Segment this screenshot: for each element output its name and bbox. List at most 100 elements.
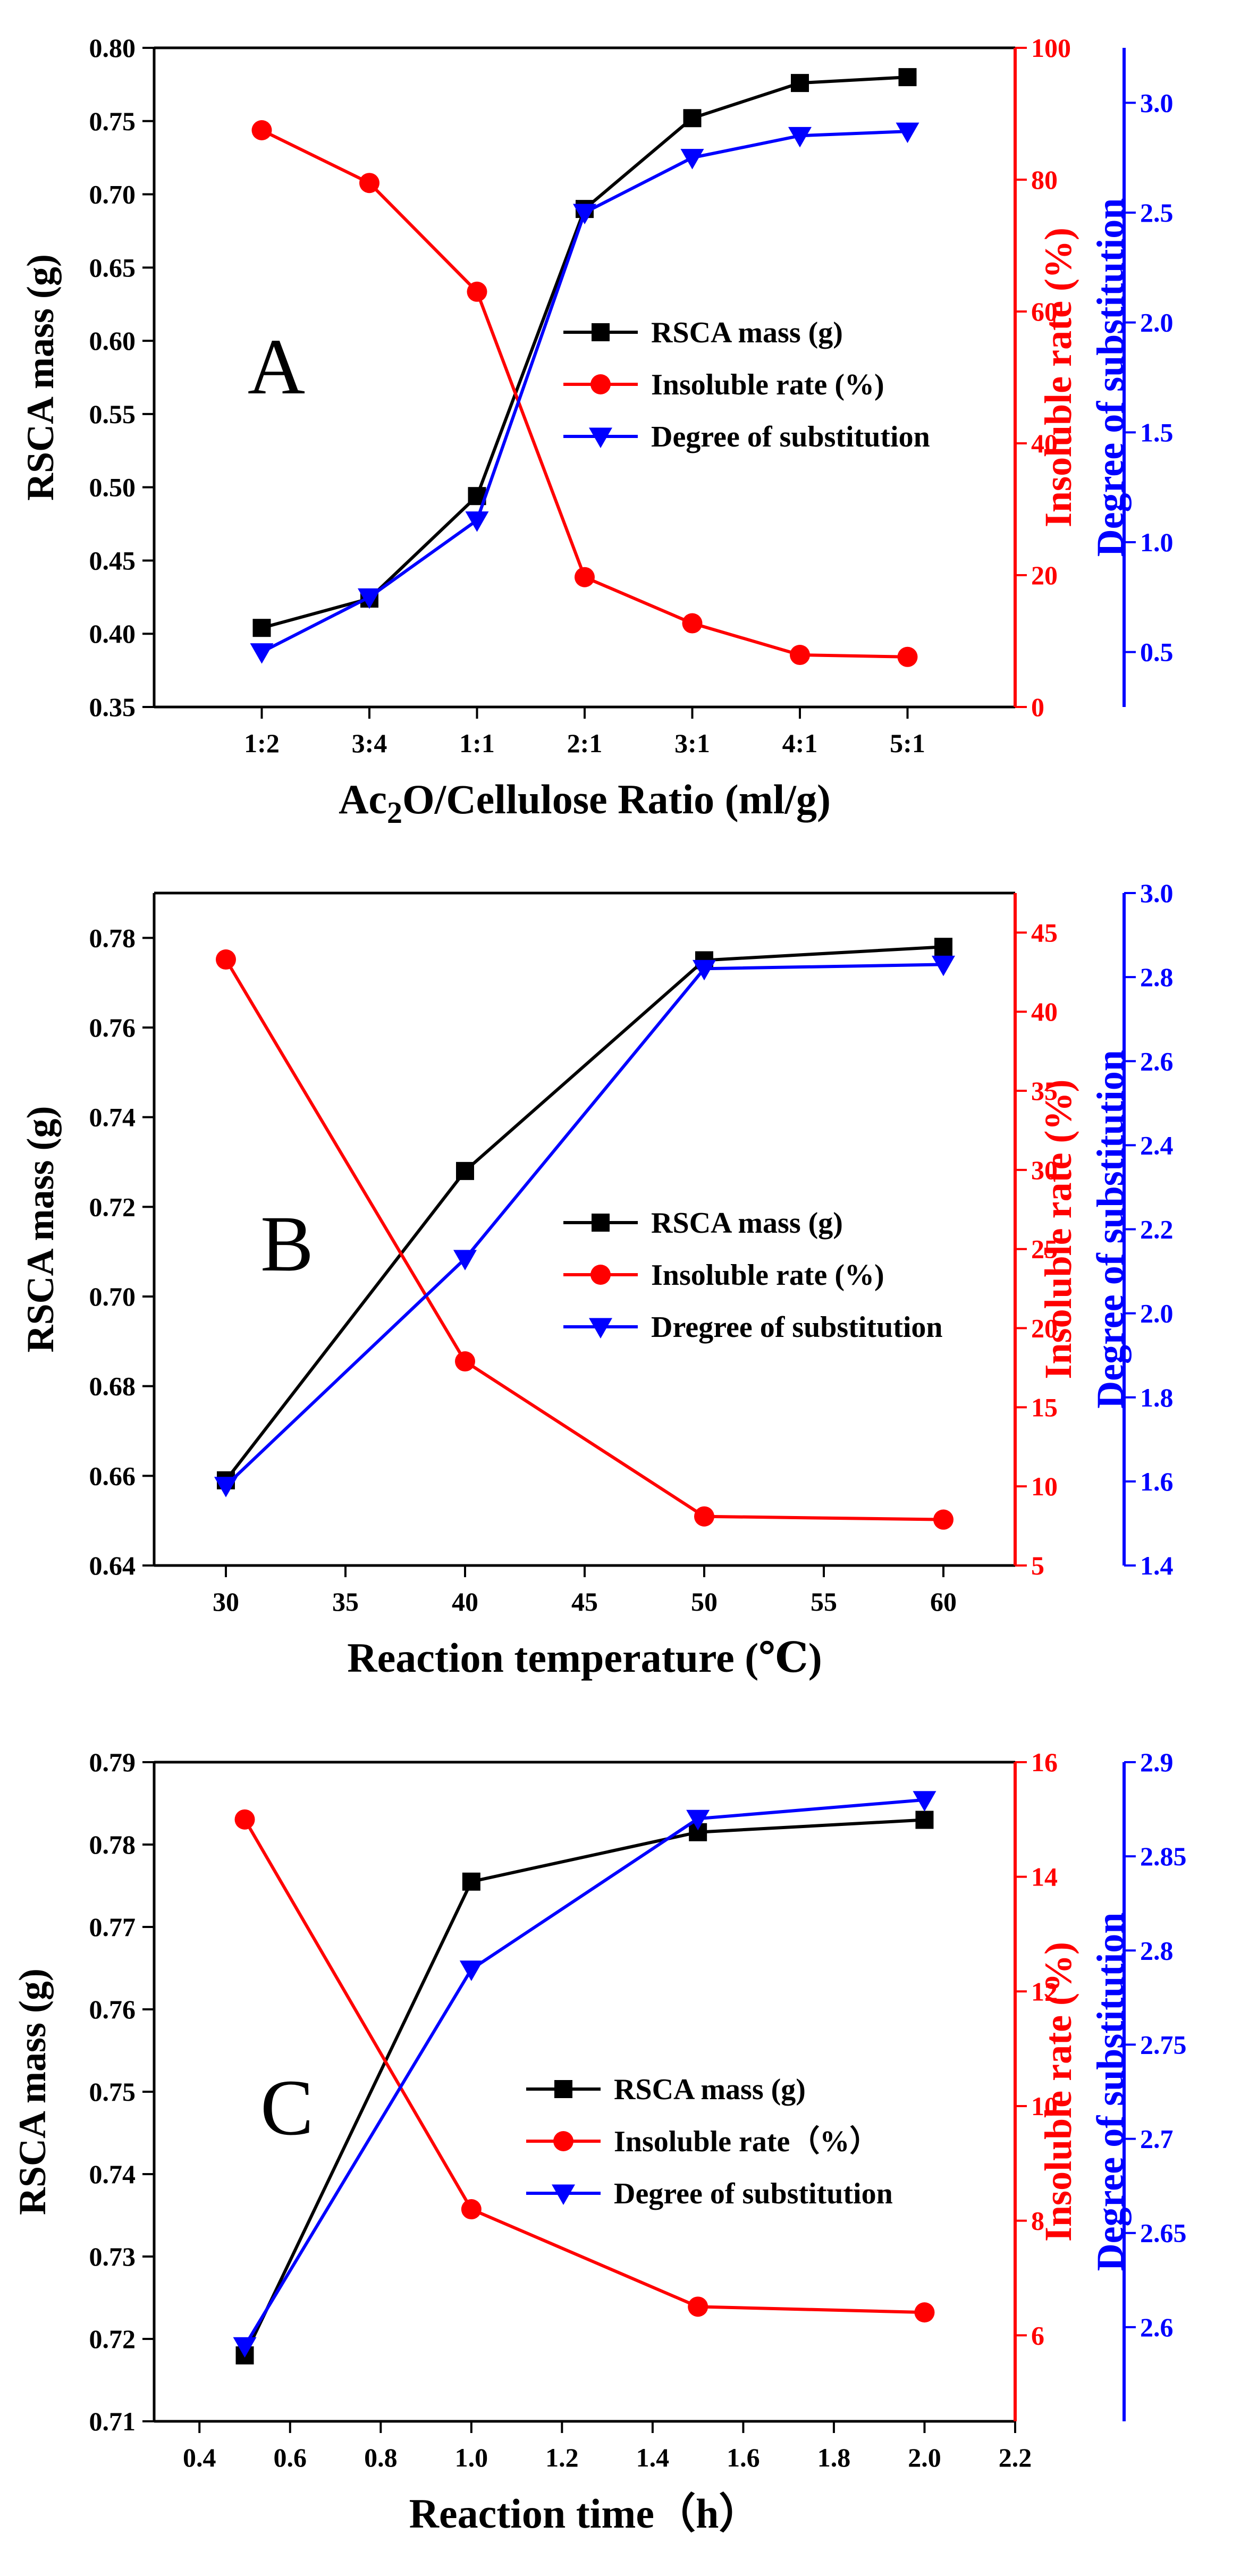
panel-a-y-left-tick-label: 0.70	[89, 180, 136, 209]
panel-c-legend-label: Insoluble rate（%）	[614, 2125, 879, 2158]
panel-b-y-right1-tick-label: 15	[1031, 1392, 1058, 1422]
panel-a-series-degree-of-substitution-point	[465, 511, 489, 532]
panel-c-series-rsca-mass-g-point	[462, 1872, 480, 1891]
panel-a-legend-marker	[589, 427, 612, 448]
panel-b-y-right1-tick-label: 10	[1031, 1471, 1058, 1501]
panel-a-series-insoluble-rate-point	[467, 281, 487, 302]
panel-b-y-right1-tick-label: 45	[1031, 917, 1058, 947]
panel-b-x-tick-label: 35	[332, 1587, 359, 1617]
panel-a-y-right1-title: Insoluble rate (%)	[1037, 228, 1079, 527]
panel-c-y-right2-tick-label: 2.85	[1140, 1841, 1187, 1871]
panel-b-y-right1-tick-label: 30	[1031, 1155, 1058, 1185]
panel-b-legend-marker	[590, 1265, 611, 1285]
panel-b-y-left-tick-label: 0.78	[89, 923, 136, 953]
panel-b-letter-label: B	[260, 1200, 314, 1288]
panel-b-legend-label: Insoluble rate (%)	[651, 1259, 884, 1292]
panel-a-y-right1-tick-label: 20	[1031, 560, 1058, 590]
panel-a-series-insoluble-rate-point	[682, 613, 703, 634]
panel-c-y-right1-tick-label: 8	[1031, 2206, 1044, 2236]
panel-c-y-left-tick-label: 0.71	[89, 2406, 136, 2436]
panel-c-series-degree-of-substitution-point	[913, 1791, 936, 1812]
panel-c-series-degree-of-substitution-point	[459, 1960, 483, 1981]
panel-c-y-left-tick-label: 0.76	[89, 1994, 136, 2024]
panel-b-y-left-tick-label: 0.72	[89, 1192, 136, 1222]
panel-b-y-right1-title: Insoluble rate (%)	[1037, 1080, 1079, 1379]
panel-c-x-tick-label: 1.2	[545, 2443, 579, 2472]
panel-a-y-right1-tick-label: 80	[1031, 165, 1058, 195]
panel-c-x-tick-label: 1.0	[455, 2443, 488, 2472]
panel-c-y-right2-tick-label: 2.8	[1140, 1935, 1174, 1965]
panel-b-y-right1-tick-label: 40	[1031, 997, 1058, 1026]
panel-b-y-right2-tick-label: 1.8	[1140, 1383, 1174, 1412]
panel-b-y-left-tick-label: 0.70	[89, 1282, 136, 1311]
panel-a-legend-marker	[590, 374, 611, 394]
panel-b-y-left-tick-label: 0.66	[89, 1461, 136, 1491]
panel-b-y-right2-tick-label: 3.0	[1140, 878, 1174, 908]
panel-c-y-right1-tick-label: 14	[1031, 1862, 1058, 1892]
panel-a-legend-label: Degree of substitution	[651, 420, 930, 453]
panel-c-x-tick-label: 0.4	[183, 2443, 216, 2472]
panel-c-x-tick-label: 0.8	[364, 2443, 398, 2472]
panel-c-y-right2-tick-label: 2.9	[1140, 1747, 1174, 1777]
panel-a-y-left-tick-label: 0.50	[89, 473, 136, 502]
panel-c-series-insoluble-rate-point	[234, 1809, 255, 1830]
panel-b-y-left-tick-label: 0.74	[89, 1102, 136, 1132]
panel-a-y-right1-tick-label: 40	[1031, 428, 1058, 458]
panel-c-y-left-tick-label: 0.73	[89, 2242, 136, 2271]
panel-c-y-left-tick-label: 0.79	[89, 1747, 136, 1777]
panel-a-y-left-tick-label: 0.35	[89, 692, 136, 722]
panel-a-y-left-tick-label: 0.65	[89, 252, 136, 282]
panel-a-series-rsca-mass-g-point	[252, 619, 271, 637]
panel-b-series-rsca-mass-g-line	[224, 945, 944, 1481]
panel-a-x-tick-label: 1:2	[244, 728, 280, 758]
panel-c-y-right1-tick-label: 10	[1031, 2091, 1058, 2121]
panel-c-y-left-title: RSCA mass (g)	[11, 1968, 54, 2215]
panel-c-series-insoluble-rate-line	[243, 1819, 925, 2314]
panel-a-y-right2-title: Degree of substitution	[1089, 198, 1132, 557]
panel-b-legend-label: Dregree of substitution	[651, 1311, 943, 1344]
panel-c-y-left-tick-label: 0.77	[89, 1912, 136, 1942]
panel-c-y-left-tick-label: 0.78	[89, 1830, 136, 1859]
panel-a-legend-label: RSCA mass (g)	[651, 316, 843, 349]
panel-a-series-degree-of-substitution-point	[680, 149, 704, 170]
panel-a-y-left-tick-label: 0.40	[89, 619, 136, 649]
panel-a-letter-label: A	[248, 323, 305, 411]
panel-c-y-left-tick-label: 0.74	[89, 2159, 136, 2189]
panel-b-series-insoluble-rate-point	[694, 1506, 714, 1527]
panel-b-x-tick-label: 30	[213, 1587, 239, 1617]
panel-a-y-left-title: RSCA mass (g)	[19, 254, 62, 501]
panel-a-x-tick-label: 3:1	[674, 728, 710, 758]
panel-c-y-right1-tick-label: 16	[1031, 1747, 1058, 1777]
panel-a-series-rsca-mass-g-point	[791, 74, 809, 92]
panel-c-series-rsca-mass-g-line	[243, 1818, 925, 2356]
panel-b-series-insoluble-rate-line	[224, 958, 944, 1521]
panel-b-series-rsca-mass-g-point	[934, 938, 952, 956]
panel-b-legend-label: RSCA mass (g)	[651, 1207, 843, 1240]
panel-a-series-degree-of-substitution-point	[788, 127, 812, 148]
panel-a-series-degree-of-substitution-point	[358, 588, 381, 609]
panel-a: 1:2 3:4 1:1 2:1 3:1 4:1 5:1 Ac2O/Cellulose Rati…	[19, 33, 1174, 830]
panel-a-y-left-tick-label: 0.80	[89, 33, 136, 63]
panel-b-series-dregree-of-substitution-point	[693, 959, 716, 981]
panel-c-legend-marker	[552, 2184, 575, 2205]
panel-b-series-insoluble-rate-point	[216, 949, 236, 970]
panel-b-y-right2-tick-label: 1.6	[1140, 1467, 1174, 1496]
panel-a-y-left-tick-label: 0.75	[89, 106, 136, 136]
panel-a-y-right2-tick-label: 2.5	[1140, 198, 1174, 228]
panel-b-series-dregree-of-substitution-point	[453, 1250, 477, 1270]
panel-c-series-rsca-mass-g-point	[915, 1811, 934, 1829]
panel-b-y-right1-tick-label: 25	[1031, 1234, 1058, 1264]
panel-b-series-rsca-mass-g-point	[456, 1161, 474, 1180]
panel-a-y-left-tick-label: 0.45	[89, 545, 136, 575]
panel-b-x-tick-label: 45	[571, 1587, 598, 1617]
panel-a-x-tick-label: 1:1	[459, 728, 495, 758]
panel-a-y-left-tick-label: 0.60	[89, 326, 136, 356]
panel-c-x-axis-title: Reaction time（h）	[409, 2490, 761, 2537]
panel-c-y-right1-tick-label: 6	[1031, 2320, 1044, 2350]
panel-a-y-right1-tick-label: 100	[1031, 33, 1071, 63]
panel-b-series-dregree-of-substitution-point	[932, 955, 955, 976]
panel-b-y-right1-tick-label: 20	[1031, 1314, 1058, 1343]
panel-c-x-tick-label: 2.0	[908, 2443, 941, 2472]
panel-c-series-degree-of-substitution-point	[686, 1809, 710, 1831]
panel-b-y-left-tick-label: 0.68	[89, 1371, 136, 1401]
